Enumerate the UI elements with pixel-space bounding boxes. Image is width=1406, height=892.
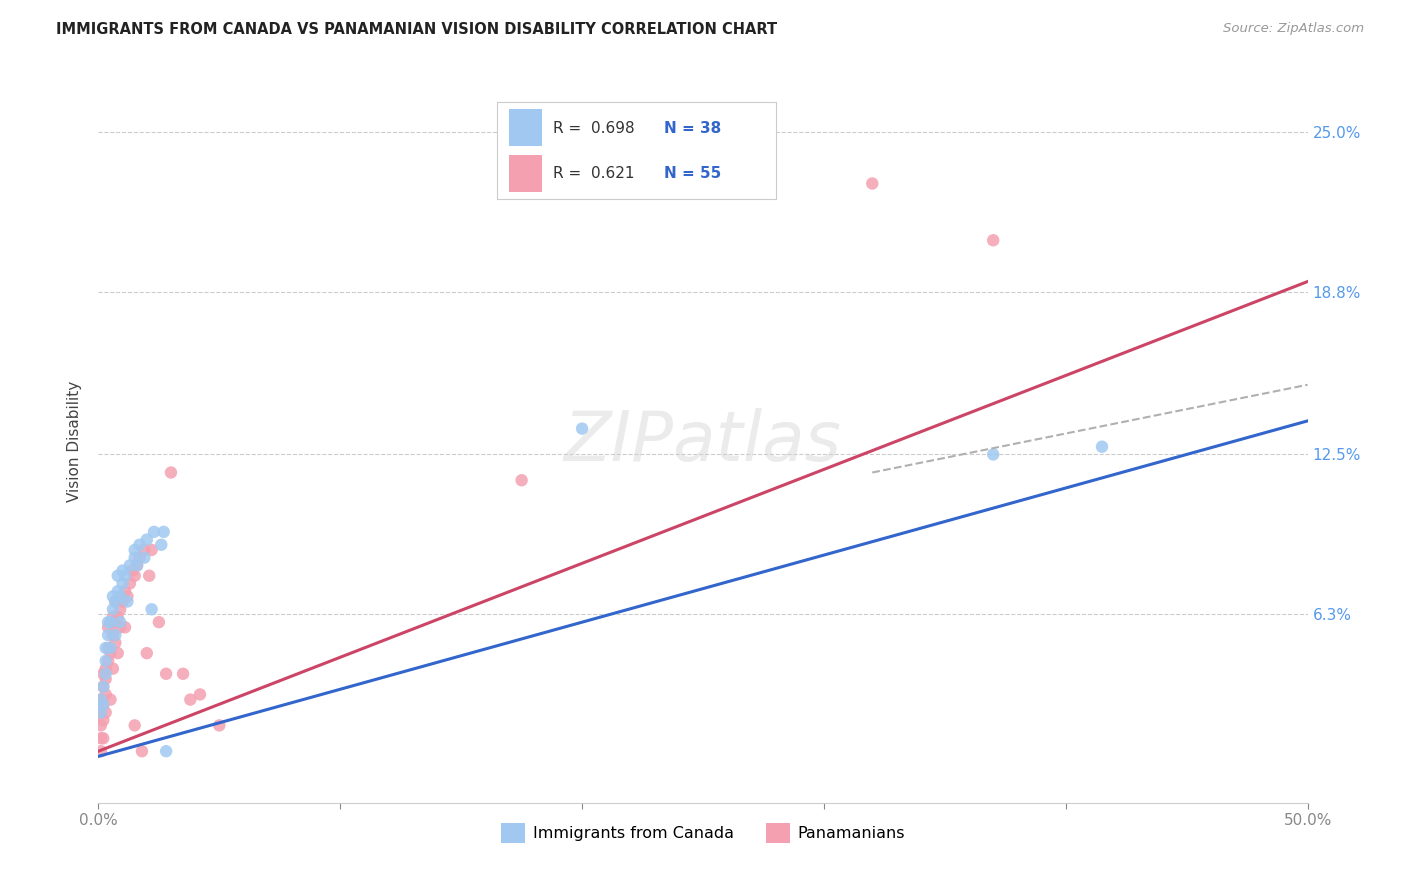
Point — [121, 564, 143, 578]
Point — [118, 576, 141, 591]
Point — [510, 473, 533, 487]
Point — [108, 590, 131, 604]
Point — [127, 558, 149, 573]
Point — [114, 620, 136, 634]
Point — [91, 666, 114, 681]
Point — [179, 692, 201, 706]
Point — [107, 584, 129, 599]
Point — [111, 594, 134, 608]
Point — [155, 666, 177, 681]
Point — [91, 731, 114, 746]
Point — [94, 654, 117, 668]
Point — [97, 640, 120, 655]
Point — [101, 590, 124, 604]
Point — [107, 646, 129, 660]
Point — [172, 666, 194, 681]
Point — [143, 524, 166, 539]
Point — [97, 628, 120, 642]
Point — [94, 687, 117, 701]
Point — [148, 615, 170, 630]
Point — [90, 744, 112, 758]
Point — [111, 576, 134, 591]
Point — [101, 610, 124, 624]
Point — [100, 692, 122, 706]
Point — [127, 558, 149, 573]
Point — [138, 568, 160, 582]
Point — [90, 692, 112, 706]
Point — [91, 680, 114, 694]
Point — [141, 542, 163, 557]
Point — [94, 640, 117, 655]
Point — [131, 744, 153, 758]
Point — [104, 594, 127, 608]
Point — [94, 672, 117, 686]
Point — [100, 640, 122, 655]
Point — [124, 542, 146, 557]
Point — [97, 615, 120, 630]
Point — [100, 615, 122, 630]
Point — [90, 706, 112, 720]
Point — [91, 698, 114, 712]
Point — [97, 654, 120, 668]
Point — [128, 538, 150, 552]
Point — [117, 590, 139, 604]
Y-axis label: Vision Disability: Vision Disability — [67, 381, 83, 502]
Text: IMMIGRANTS FROM CANADA VS PANAMANIAN VISION DISABILITY CORRELATION CHART: IMMIGRANTS FROM CANADA VS PANAMANIAN VIS… — [56, 22, 778, 37]
Point — [90, 718, 112, 732]
Point — [104, 636, 127, 650]
Point — [860, 177, 883, 191]
Point — [152, 524, 174, 539]
Point — [150, 538, 173, 552]
Point — [107, 568, 129, 582]
Point — [141, 602, 163, 616]
Point — [118, 558, 141, 573]
Point — [208, 718, 231, 732]
Point — [155, 744, 177, 758]
Point — [108, 620, 131, 634]
Point — [160, 466, 183, 480]
Point — [100, 615, 122, 630]
Point — [108, 615, 131, 630]
Point — [981, 233, 1004, 247]
Legend: Immigrants from Canada, Panamanians: Immigrants from Canada, Panamanians — [495, 817, 911, 849]
Text: ZIPatlas: ZIPatlas — [564, 408, 842, 475]
Point — [94, 666, 117, 681]
Point — [100, 646, 122, 660]
Point — [94, 706, 117, 720]
Point — [104, 594, 127, 608]
Point — [128, 550, 150, 565]
Point — [104, 615, 127, 630]
Point — [104, 628, 127, 642]
Point — [135, 646, 157, 660]
Point — [981, 447, 1004, 461]
Point — [90, 731, 112, 746]
Point — [90, 706, 112, 720]
Point — [114, 584, 136, 599]
Point — [117, 594, 139, 608]
Point — [134, 542, 156, 557]
Point — [124, 718, 146, 732]
Point — [124, 568, 146, 582]
Point — [91, 698, 114, 712]
Point — [188, 687, 211, 701]
Point — [94, 662, 117, 676]
Point — [571, 422, 593, 436]
Point — [101, 628, 124, 642]
Point — [101, 662, 124, 676]
Point — [135, 533, 157, 547]
Point — [111, 564, 134, 578]
Point — [124, 550, 146, 565]
Point — [108, 602, 131, 616]
Point — [91, 713, 114, 727]
Point — [97, 620, 120, 634]
Text: Source: ZipAtlas.com: Source: ZipAtlas.com — [1223, 22, 1364, 36]
Point — [114, 568, 136, 582]
Point — [101, 602, 124, 616]
Point — [90, 692, 112, 706]
Point — [107, 610, 129, 624]
Point — [91, 680, 114, 694]
Point — [1091, 440, 1114, 454]
Point — [134, 550, 156, 565]
